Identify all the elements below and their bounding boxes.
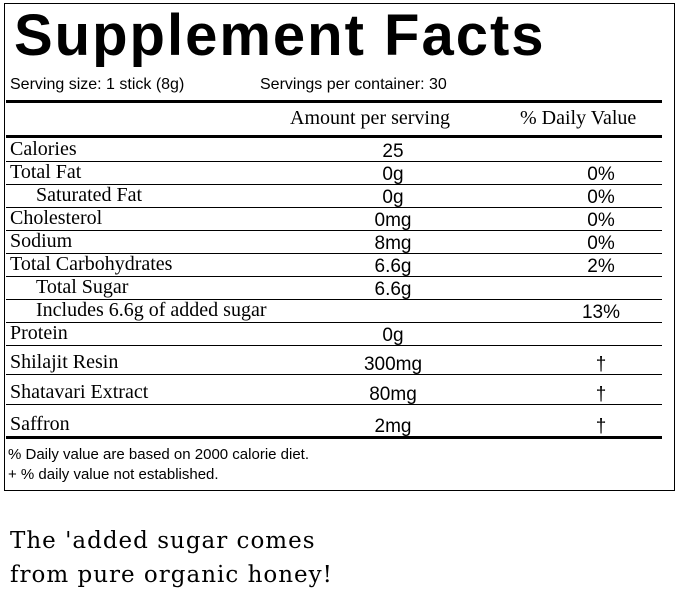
amount: 25 <box>382 141 404 162</box>
table-row: Protein 0g <box>6 322 662 346</box>
label-box <box>4 3 675 491</box>
table-row: Total Carbohydrates 6.6g 2% <box>6 253 662 277</box>
daily-value: † <box>595 354 607 375</box>
nutrient-name: Shatavari Extract <box>10 381 149 403</box>
daily-value: 0% <box>587 164 615 185</box>
daily-value: † <box>595 416 607 437</box>
table-row: Calories 25 <box>6 138 662 162</box>
amount: 300mg <box>363 354 423 375</box>
caption: The 'added sugar comes <box>10 528 316 554</box>
divider <box>6 100 662 103</box>
amount: 0mg <box>374 210 412 231</box>
title: Supplement Facts <box>14 3 546 68</box>
amount: 6.6g <box>374 256 412 277</box>
amount: 6.6g <box>374 279 412 300</box>
divider <box>6 135 662 138</box>
nutrient-name: Saffron <box>10 413 70 435</box>
nutrient-name: Total Sugar <box>36 276 129 298</box>
daily-value: 0% <box>587 210 615 231</box>
table-row: Saffron 2mg † <box>6 405 662 437</box>
column-header: Amount per serving <box>290 107 450 129</box>
table-row: Sodium 8mg 0% <box>6 230 662 254</box>
amount: 80mg <box>369 384 417 405</box>
table-row: Cholesterol 0mg 0% <box>6 207 662 231</box>
nutrient-name: Includes 6.6g of added sugar <box>36 299 267 321</box>
daily-value: 13% <box>581 302 621 323</box>
table-row: Total Fat 0g 0% <box>6 161 662 185</box>
nutrient-name: Protein <box>10 322 68 344</box>
caption: from pure organic honey! <box>10 562 333 588</box>
table-row: Shatavari Extract 80mg † <box>6 375 662 405</box>
servings-per-container: Servings per container: 30 <box>260 76 447 93</box>
footnote: + % daily value not established. <box>8 466 219 483</box>
nutrient-name: Total Fat <box>10 161 82 183</box>
serving-size: Serving size: 1 stick (8g) <box>10 76 185 93</box>
nutrient-name: Cholesterol <box>10 207 103 229</box>
table-row: Total Sugar 6.6g <box>6 276 662 300</box>
daily-value: 0% <box>587 187 615 208</box>
nutrient-name: Sodium <box>10 230 73 252</box>
amount: 0g <box>382 164 404 185</box>
nutrient-name: Saturated Fat <box>36 184 143 206</box>
column-header: % Daily Value <box>520 107 637 129</box>
table-row: Includes 6.6g of added sugar 13% <box>6 299 662 323</box>
footnote: % Daily value are based on 2000 calorie … <box>8 446 310 463</box>
daily-value: 2% <box>587 256 615 277</box>
daily-value: † <box>595 384 607 405</box>
amount: 2mg <box>374 416 412 437</box>
nutrient-name: Shilajit Resin <box>10 351 119 373</box>
amount: 0g <box>382 325 404 346</box>
divider <box>6 436 662 439</box>
nutrient-name: Total Carbohydrates <box>10 253 173 275</box>
daily-value: 0% <box>587 233 615 254</box>
table-row: Saturated Fat 0g 0% <box>6 184 662 208</box>
amount: 8mg <box>374 233 412 254</box>
amount: 0g <box>382 187 404 208</box>
table-row: Shilajit Resin 300mg † <box>6 346 662 375</box>
nutrient-name: Calories <box>10 138 77 160</box>
